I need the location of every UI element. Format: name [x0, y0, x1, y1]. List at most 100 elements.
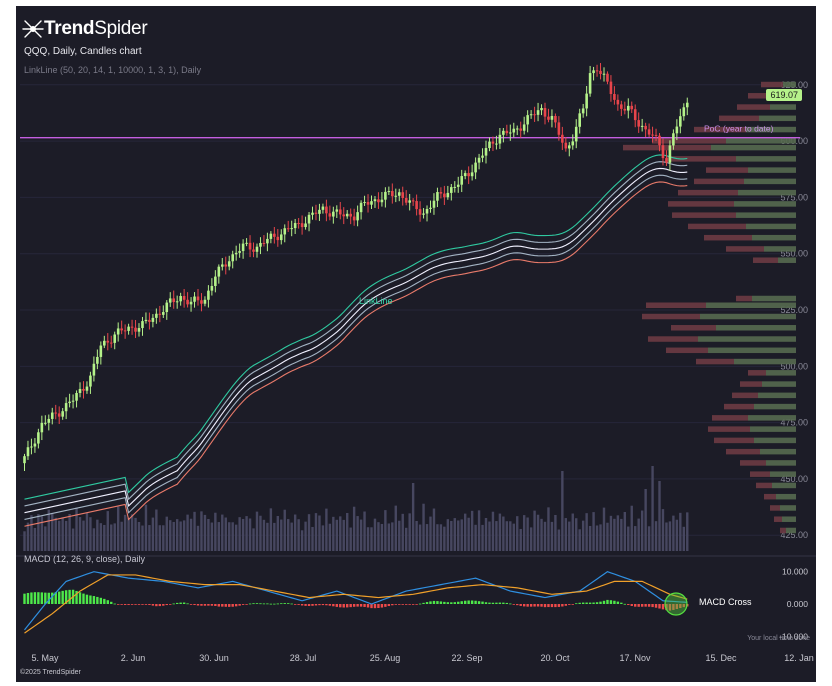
volume-bar — [241, 518, 245, 551]
macd-histogram-bar — [637, 604, 640, 607]
macd-histogram-bar — [352, 604, 356, 607]
volume-bar — [477, 510, 481, 551]
macd-histogram-bar — [186, 603, 189, 605]
candle-body — [220, 264, 224, 267]
candle-body — [651, 134, 654, 136]
candle-body — [168, 298, 172, 303]
volume-profile-bar-up — [786, 527, 796, 534]
volume-bar — [99, 523, 103, 551]
price-axis-label: 425.00 — [780, 530, 808, 540]
volume-bar — [287, 519, 290, 551]
candle-body — [266, 238, 269, 244]
macd-histogram-bar — [141, 604, 144, 605]
volume-profile-bar-down — [726, 448, 760, 455]
macd-histogram-bar — [269, 603, 273, 605]
volume-bar — [613, 518, 616, 551]
candle-body — [432, 200, 436, 208]
volume-bar — [262, 519, 266, 551]
candle-body — [276, 236, 280, 241]
macd-histogram-bar — [51, 592, 54, 604]
indicator-label[interactable]: LinkLine (50, 20, 14, 1, 10000, 1, 3, 1)… — [24, 65, 202, 75]
volume-profile-bar-down — [761, 81, 783, 88]
candle-body — [231, 254, 234, 262]
macd-histogram-bar — [457, 601, 460, 604]
chart-panel[interactable]: 425.00 450.00 475.00 500.00 525.00 550.00 575.… — [16, 6, 816, 682]
volume-bar — [575, 518, 578, 551]
price-chart[interactable]: 425.00 450.00 475.00 500.00 525.00 550.00 575.… — [16, 6, 816, 682]
volume-bar — [630, 505, 633, 551]
candle-body — [189, 301, 193, 305]
volume-profile-bar-down — [726, 246, 764, 252]
volume-profile-bar-up — [748, 415, 796, 421]
candle-body — [85, 386, 89, 391]
macd-histogram-bar — [162, 604, 165, 606]
candle-body — [467, 173, 470, 177]
spider-logo-icon — [22, 20, 44, 38]
volume-profile-bar-up — [766, 460, 796, 466]
candle-body — [304, 223, 307, 228]
candle-body — [123, 330, 127, 332]
macd-histogram-bar — [547, 604, 550, 608]
volume-bar — [588, 525, 592, 551]
candle-body — [588, 73, 592, 94]
candle-body — [116, 328, 120, 335]
macd-histogram-bar — [78, 592, 82, 604]
candle-body — [626, 105, 630, 111]
macd-title[interactable]: MACD (12, 26, 9, close), Daily — [24, 554, 146, 564]
macd-histogram-bar — [512, 604, 515, 605]
candle-body — [456, 184, 460, 187]
candle-body — [279, 234, 283, 241]
candle-body — [255, 246, 259, 252]
volume-bar — [675, 519, 679, 551]
volume-bar — [314, 513, 318, 551]
time-axis-label: 2. Jun — [121, 653, 146, 663]
volume-profile-bar-up — [752, 234, 796, 241]
volume-bar — [85, 512, 89, 551]
volume-profile-bar-down — [737, 104, 770, 110]
candle-body — [75, 392, 78, 401]
macd-histogram-bar — [106, 600, 109, 604]
volume-bar — [554, 515, 557, 551]
volume-profile-bar-down — [678, 189, 738, 196]
volume-bar — [446, 519, 450, 551]
candle-body — [602, 73, 606, 75]
candle-body — [613, 94, 616, 100]
candle-body — [533, 114, 536, 116]
volume-bar — [165, 516, 168, 551]
candle-body — [314, 212, 318, 214]
volume-bar — [276, 516, 280, 551]
volume-bar — [502, 516, 505, 551]
volume-bar — [127, 517, 130, 551]
volume-bar — [637, 518, 640, 551]
volume-profile-bar-down — [696, 358, 734, 365]
volume-profile-bar-up — [736, 156, 796, 162]
macd-histogram-bar — [224, 604, 227, 607]
macd-histogram-bar — [99, 597, 103, 604]
volume-profile-bar-down — [764, 493, 776, 500]
volume-bar — [634, 526, 637, 551]
candle-body — [679, 116, 682, 127]
volume-bar — [627, 526, 630, 551]
volume-bar — [273, 522, 276, 551]
macd-histogram-bar — [411, 604, 415, 605]
macd-histogram-bar — [370, 604, 373, 609]
candle-body — [234, 252, 238, 255]
candle-body — [345, 213, 349, 217]
macd-histogram-bar — [248, 603, 252, 605]
volume-bar — [391, 522, 394, 551]
volume-profile-bar-down — [704, 234, 752, 241]
volume-bar — [380, 523, 384, 551]
macd-histogram-bar — [429, 601, 432, 604]
macd-histogram-bar — [588, 602, 592, 604]
volume-bar — [47, 509, 50, 551]
macd-histogram-bar — [332, 604, 335, 607]
candle-body — [411, 200, 415, 202]
candle-body — [307, 214, 311, 224]
volume-bar — [429, 516, 432, 551]
macd-histogram-bar — [578, 602, 581, 604]
time-axis-label: 15. Dec — [705, 653, 737, 663]
time-axis-label: 25. Aug — [370, 653, 401, 663]
volume-profile-bar-up — [754, 437, 796, 444]
macd-histogram-bar — [318, 604, 321, 606]
macd-histogram-bar — [599, 601, 602, 604]
